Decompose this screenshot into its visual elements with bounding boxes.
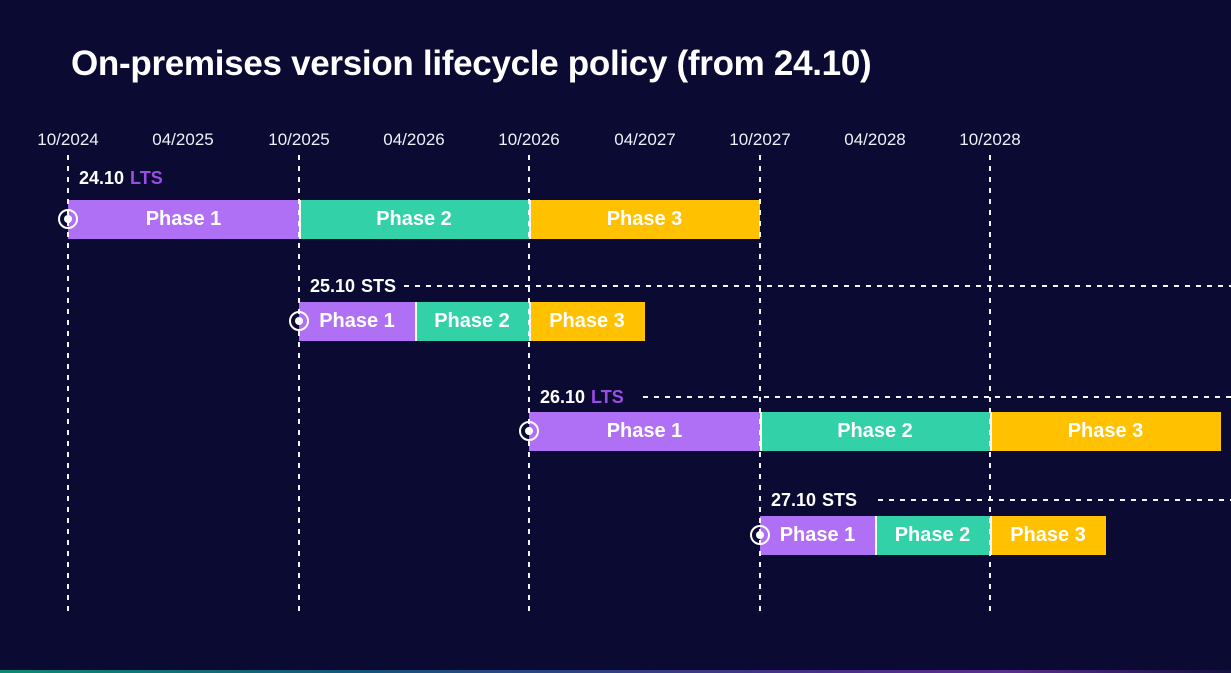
phase-label: Phase 2 [837, 420, 913, 442]
release-start-marker-icon [58, 209, 78, 229]
leader-line-27-10 [878, 499, 1231, 501]
bar-26-10-phase-1: Phase 1 [529, 412, 760, 451]
release-version: 26.10 [540, 387, 586, 407]
gridline-10-2027 [759, 155, 761, 613]
axis-tick-10-2024: 10/2024 [37, 130, 99, 149]
leader-line-26-10 [643, 396, 1231, 398]
phase-label: Phase 2 [376, 208, 452, 230]
release-label-26-10: 26.10 LTS [540, 387, 624, 408]
gridline-10-2025 [298, 155, 300, 613]
phase-label: Phase 2 [434, 310, 510, 332]
leader-line-25-10 [404, 285, 1231, 287]
gridline-10-2026 [528, 155, 530, 613]
axis-tick-10-2026: 10/2026 [498, 130, 560, 149]
release-version: 25.10 [310, 276, 356, 296]
release-start-marker-icon [750, 525, 770, 545]
bar-25-10-phase-1: Phase 1 [299, 302, 415, 341]
phase-label: Phase 2 [894, 524, 971, 546]
release-channel-badge: STS [361, 276, 397, 296]
release-label-24-10: 24.10 LTS [79, 168, 163, 189]
axis-tick-04-2026: 04/2026 [383, 130, 445, 149]
phase-label: Phase 1 [319, 310, 395, 332]
release-start-marker-icon [289, 311, 309, 331]
bar-27-10-phase-2: Phase 2 [875, 516, 990, 555]
release-label-27-10: 27.10 STS [771, 490, 857, 511]
release-channel-badge: STS [822, 490, 858, 510]
phase-label: Phase 3 [549, 310, 625, 332]
bar-24-10-phase-1: Phase 1 [68, 200, 299, 239]
axis-tick-10-2027: 10/2027 [729, 130, 791, 149]
bar-24-10-phase-3: Phase 3 [529, 200, 760, 239]
axis-tick-04-2027: 04/2027 [614, 130, 676, 149]
gridline-10-2028 [989, 155, 991, 613]
phase-label: Phase 1 [779, 524, 856, 546]
phase-label: Phase 3 [606, 208, 683, 230]
bar-27-10-phase-1: Phase 1 [760, 516, 875, 555]
gridline-10-2024 [67, 155, 69, 613]
release-channel-badge: LTS [591, 387, 624, 407]
release-version: 27.10 [771, 490, 817, 510]
bottom-gradient-strip [0, 670, 1231, 673]
release-start-marker-icon [519, 421, 539, 441]
bar-25-10-phase-3: Phase 3 [529, 302, 645, 341]
release-channel-badge: LTS [130, 168, 163, 188]
release-label-25-10: 25.10 STS [310, 276, 396, 297]
phase-label: Phase 3 [1067, 420, 1144, 442]
phase-label: Phase 1 [606, 420, 683, 442]
bar-26-10-phase-2: Phase 2 [760, 412, 990, 451]
bar-25-10-phase-2: Phase 2 [415, 302, 529, 341]
axis-tick-10-2028: 10/2028 [959, 130, 1021, 149]
bar-27-10-phase-3: Phase 3 [990, 516, 1106, 555]
release-version: 24.10 [79, 168, 125, 188]
axis-tick-10-2025: 10/2025 [268, 130, 330, 149]
axis-tick-04-2025: 04/2025 [152, 130, 214, 149]
bar-24-10-phase-2: Phase 2 [299, 200, 529, 239]
phase-label: Phase 3 [1010, 524, 1086, 546]
axis-tick-04-2028: 04/2028 [844, 130, 906, 149]
phase-label: Phase 1 [145, 208, 222, 230]
page-title: On-premises version lifecycle policy (fr… [71, 44, 872, 83]
bar-26-10-phase-3: Phase 3 [990, 412, 1221, 451]
